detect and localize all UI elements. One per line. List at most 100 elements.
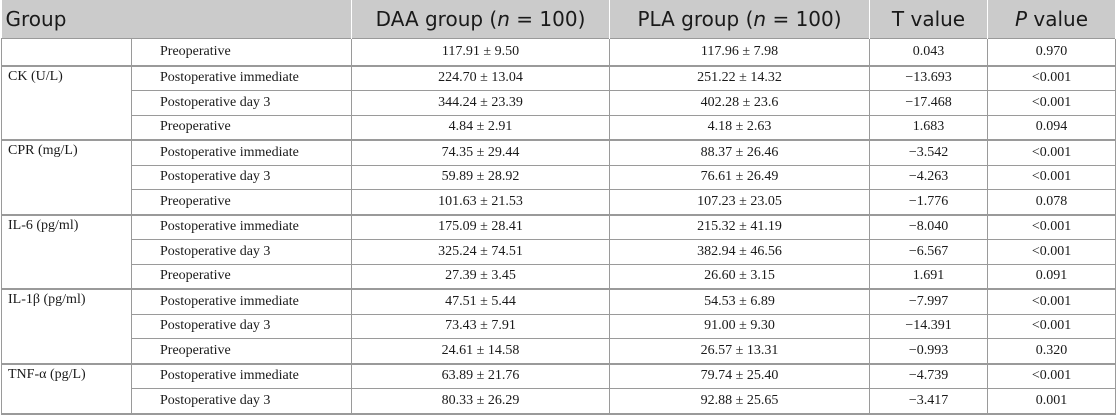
p-value-cell: <0.001 (987, 313, 1116, 339)
t-value-cell: −17.468 (869, 90, 989, 116)
t-value-header: T value (869, 0, 989, 39)
daa-header: DAA group (n = 100) (351, 0, 611, 39)
timepoint-cell: Postoperative immediate (130, 363, 353, 389)
daa-value-cell: 59.89 ± 28.92 (351, 164, 611, 190)
pla-value-cell: 117.96 ± 7.98 (609, 38, 871, 67)
daa-value-cell: 47.51 ± 5.44 (351, 288, 611, 315)
daa-value-cell: 224.70 ± 13.04 (351, 65, 611, 91)
p-value-cell: 0.001 (987, 388, 1116, 415)
t-value-cell: −0.993 (869, 338, 989, 365)
table-row: Postoperative day 3 59.89 ± 28.92 76.61 ± … (2, 164, 1116, 190)
table-row: Preoperative 24.61 ± 14.58 26.57 ± 13.31 −0… (2, 338, 1116, 365)
pla-value-cell: 54.53 ± 6.89 (609, 288, 871, 315)
table-row: IL-1β (pg/ml) Postoperative immediate 47.5… (1, 288, 1116, 365)
group-header: Group (1, 0, 353, 39)
group-header-label: Group (5, 7, 67, 31)
t-value-cell: −13.693 (869, 65, 989, 91)
table-body: Preoperative 117.91 ± 9.50 117.96 ± 7.98 0.… (1, 38, 1116, 415)
p-value-cell: 0.078 (987, 189, 1116, 216)
timepoint-cell: Preoperative (130, 263, 353, 290)
group-label: IL-6 (pg/ml) (1, 214, 132, 290)
table-row: Preoperative 4.84 ± 2.91 4.18 ± 2.63 1.683 0… (2, 114, 1116, 141)
table-row: IL-6 (pg/ml) Postoperative immediate 175.0… (1, 214, 1116, 290)
table-row: Postoperative day 3 73.43 ± 7.91 91.00 ± 9… (2, 313, 1116, 339)
group-label: IL-1β (pg/ml) (1, 288, 132, 365)
timepoint-cell: Preoperative (130, 189, 353, 216)
timepoint-cell: Postoperative day 3 (130, 164, 353, 190)
header-row: Group DAA group (n = 100) PLA group (n =… (1, 0, 1116, 39)
t-value-cell: 1.683 (869, 114, 989, 141)
p-value-cell: 0.094 (987, 114, 1116, 141)
daa-value-cell: 175.09 ± 28.41 (351, 214, 611, 240)
daa-value-cell: 344.24 ± 23.39 (351, 90, 611, 116)
p-value-cell: 0.091 (987, 263, 1116, 290)
p-value-cell: <0.001 (987, 90, 1116, 116)
table-row: Postoperative day 3 325.24 ± 74.51 382.94 … (2, 239, 1116, 265)
daa-value-cell: 80.33 ± 26.29 (351, 388, 611, 415)
table-row: Preoperative 27.39 ± 3.45 26.60 ± 3.15 1.69… (2, 263, 1116, 290)
pla-value-cell: 215.32 ± 41.19 (609, 214, 871, 240)
pla-value-cell: 91.00 ± 9.30 (609, 313, 871, 339)
table-row: CPR (mg/L) Postoperative immediate 74.35 ±… (1, 139, 1116, 216)
pla-value-cell: 79.74 ± 25.40 (609, 363, 871, 389)
pla-header-text: PLA group ( (637, 7, 754, 31)
table-row: Preoperative 101.63 ± 21.53 107.23 ± 23.05… (2, 189, 1116, 216)
table-row: Preoperative 117.91 ± 9.50 117.96 ± 7.98 0.… (1, 38, 1116, 67)
p-value-cell: <0.001 (987, 164, 1116, 190)
pla-value-cell: 382.94 ± 46.56 (609, 239, 871, 265)
table-row: Postoperative day 3 344.24 ± 23.39 402.28 … (2, 90, 1116, 116)
pla-value-cell: 76.61 ± 26.49 (609, 164, 871, 190)
t-value-cell: 0.043 (869, 38, 989, 67)
pla-header-tail: = 100) (766, 7, 842, 31)
timepoint-cell: Postoperative day 3 (130, 239, 353, 265)
p-value-cell: <0.001 (987, 139, 1116, 166)
t-value-cell: −8.040 (869, 214, 989, 240)
daa-value-cell: 27.39 ± 3.45 (351, 263, 611, 290)
t-value-cell: −4.739 (869, 363, 989, 389)
daa-value-cell: 101.63 ± 21.53 (351, 189, 611, 216)
p-value-cell: <0.001 (987, 363, 1116, 389)
p-value-cell: 0.320 (987, 338, 1116, 365)
timepoint-cell: Postoperative immediate (130, 65, 353, 91)
daa-header-n: n (497, 7, 510, 31)
daa-value-cell: 117.91 ± 9.50 (351, 38, 611, 67)
group-label: TNF-α (pg/L) (1, 363, 132, 415)
timepoint-cell: Postoperative immediate (130, 139, 353, 166)
pla-value-cell: 26.57 ± 13.31 (609, 338, 871, 365)
pla-value-cell: 402.28 ± 23.6 (609, 90, 871, 116)
p-value-header: P value (987, 0, 1116, 39)
group-label: CK (U/L) (1, 65, 132, 141)
p-value-cell: 0.970 (987, 38, 1116, 67)
t-value-cell: −6.567 (869, 239, 989, 265)
pla-value-cell: 88.37 ± 26.46 (609, 139, 871, 166)
timepoint-cell: Postoperative immediate (130, 288, 353, 315)
pla-value-cell: 26.60 ± 3.15 (609, 263, 871, 290)
p-value-header-tail: value (1027, 7, 1089, 31)
daa-value-cell: 63.89 ± 21.76 (351, 363, 611, 389)
daa-value-cell: 74.35 ± 29.44 (351, 139, 611, 166)
table-row: TNF-α (pg/L) Postoperative immediate 63.89… (1, 363, 1116, 415)
daa-value-cell: 73.43 ± 7.91 (351, 313, 611, 339)
pla-header: PLA group (n = 100) (609, 0, 871, 39)
group-label (1, 38, 132, 67)
group-label: CPR (mg/L) (1, 139, 132, 216)
p-value-cell: <0.001 (987, 65, 1116, 91)
timepoint-cell: Postoperative day 3 (130, 388, 353, 415)
timepoint-cell: Preoperative (130, 38, 353, 67)
timepoint-cell: Postoperative day 3 (130, 90, 353, 116)
pla-value-cell: 92.88 ± 25.65 (609, 388, 871, 415)
t-value-cell: −14.391 (869, 313, 989, 339)
pla-value-cell: 251.22 ± 14.32 (609, 65, 871, 91)
daa-value-cell: 24.61 ± 14.58 (351, 338, 611, 365)
p-value-header-p: P (1014, 7, 1028, 31)
p-value-cell: <0.001 (987, 239, 1116, 265)
timepoint-cell: Preoperative (130, 338, 353, 365)
timepoint-cell: Preoperative (130, 114, 353, 141)
t-value-cell: 1.691 (869, 263, 989, 290)
timepoint-cell: Postoperative day 3 (130, 313, 353, 339)
t-value-cell: −1.776 (869, 189, 989, 216)
timepoint-cell: Postoperative immediate (130, 214, 353, 240)
t-value-cell: −7.997 (869, 288, 989, 315)
t-value-cell: −3.542 (869, 139, 989, 166)
